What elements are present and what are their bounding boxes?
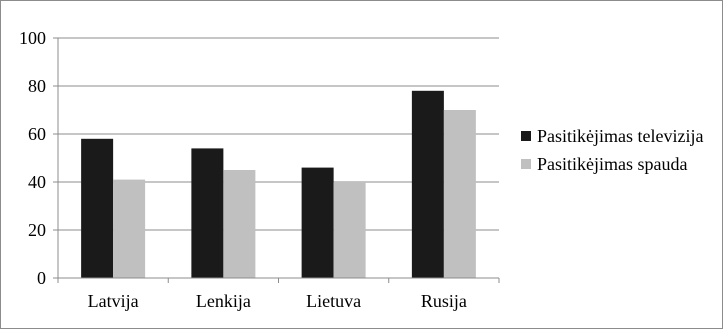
x-category-label: Rusija [421,291,467,311]
x-category-labels: Latvija Lenkija Lietuva Rusija [88,291,467,311]
y-tick-label: 0 [37,268,46,288]
legend-swatch [521,159,531,169]
bar-lenkija-televizija [191,148,224,278]
y-tick-label: 80 [28,76,46,96]
bar-lietuva-televizija [301,167,334,278]
bar-lenkija-spauda [223,170,256,278]
bar-latvija-spauda [113,179,146,278]
legend-label: Pasitikėjimas televizija [537,126,703,146]
legend-label: Pasitikėjimas spauda [537,154,687,174]
bar-lietuva-spauda [333,182,366,278]
bar-rusija-televizija [411,90,444,278]
y-tick-label: 60 [28,124,46,144]
bar-latvija-televizija [81,138,114,278]
x-category-label: Lenkija [196,291,251,311]
y-tick-label: 100 [19,28,46,48]
legend-swatch [521,131,531,141]
axes [53,37,500,283]
y-tick-label: 20 [28,220,46,240]
x-category-label: Latvija [88,291,139,311]
y-tick-label: 40 [28,172,46,192]
y-tick-labels: 0 20 40 60 80 100 [19,28,46,288]
x-category-label: Lietuva [306,291,361,311]
bars [81,90,476,278]
bar-rusija-spauda [443,110,476,278]
legend: Pasitikėjimas televizija Pasitikėjimas sp… [521,126,703,174]
